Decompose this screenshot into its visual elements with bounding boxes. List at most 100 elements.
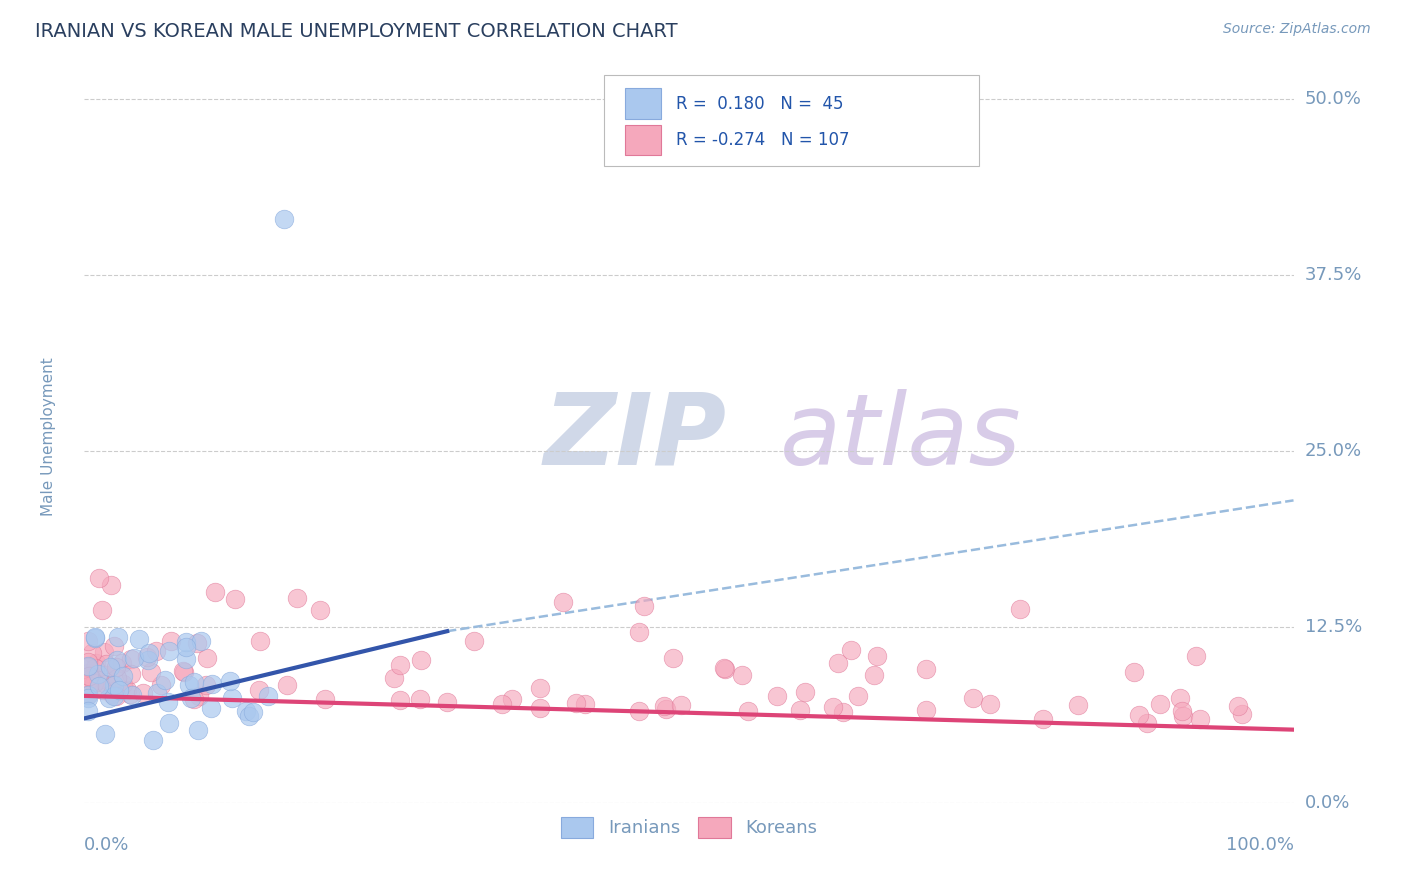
Point bbox=[105, 671, 128, 685]
Text: 25.0%: 25.0% bbox=[1305, 442, 1362, 460]
Point bbox=[103, 690, 125, 704]
Point bbox=[187, 689, 209, 703]
Point bbox=[1168, 690, 1191, 705]
Point bbox=[285, 591, 308, 606]
Point bbox=[529, 681, 551, 696]
Point bbox=[156, 695, 179, 709]
Point bbox=[91, 683, 114, 698]
Point bbox=[138, 652, 160, 666]
Point bbox=[77, 634, 100, 648]
FancyBboxPatch shape bbox=[605, 75, 979, 167]
Point bbox=[382, 671, 405, 685]
Point bbox=[79, 680, 101, 694]
Point bbox=[463, 633, 485, 648]
Point bbox=[132, 686, 155, 700]
Point bbox=[142, 733, 165, 747]
Point bbox=[87, 571, 110, 585]
Point bbox=[77, 705, 100, 719]
Point bbox=[863, 668, 886, 682]
Point bbox=[86, 667, 108, 681]
Point bbox=[96, 657, 118, 671]
Point bbox=[713, 661, 735, 675]
Point bbox=[737, 704, 759, 718]
Point bbox=[962, 690, 984, 705]
Point bbox=[565, 696, 588, 710]
Point bbox=[104, 689, 127, 703]
Point bbox=[1032, 712, 1054, 726]
Text: atlas: atlas bbox=[780, 389, 1021, 485]
Point bbox=[103, 640, 125, 654]
Point bbox=[77, 660, 100, 674]
Point bbox=[83, 631, 105, 645]
Point bbox=[104, 660, 127, 674]
Text: Male Unemployment: Male Unemployment bbox=[41, 358, 56, 516]
Point bbox=[1010, 601, 1032, 615]
Point bbox=[146, 686, 169, 700]
Point bbox=[128, 632, 150, 647]
Point bbox=[87, 679, 110, 693]
Point bbox=[314, 692, 336, 706]
Point bbox=[186, 636, 208, 650]
Point bbox=[204, 585, 226, 599]
Point bbox=[529, 701, 551, 715]
Point bbox=[1184, 648, 1206, 663]
Point bbox=[276, 678, 298, 692]
Point bbox=[1226, 699, 1249, 714]
Point bbox=[914, 662, 936, 676]
Point bbox=[794, 684, 817, 698]
Point bbox=[157, 644, 180, 658]
Point bbox=[80, 671, 103, 685]
Point bbox=[174, 634, 197, 648]
Point bbox=[1171, 709, 1194, 723]
Point bbox=[90, 603, 112, 617]
Point bbox=[662, 651, 685, 665]
Point bbox=[200, 701, 222, 715]
Point bbox=[79, 669, 101, 683]
Point bbox=[83, 676, 105, 690]
Point bbox=[195, 651, 218, 665]
Point bbox=[491, 697, 513, 711]
Text: 12.5%: 12.5% bbox=[1305, 618, 1362, 636]
Point bbox=[84, 630, 107, 644]
Point bbox=[224, 591, 246, 606]
Text: 100.0%: 100.0% bbox=[1226, 836, 1294, 854]
Point bbox=[839, 643, 862, 657]
Point bbox=[77, 665, 100, 680]
Text: Source: ZipAtlas.com: Source: ZipAtlas.com bbox=[1223, 22, 1371, 37]
Point bbox=[501, 691, 523, 706]
Point bbox=[247, 683, 270, 698]
Point bbox=[107, 683, 129, 698]
Point bbox=[183, 674, 205, 689]
Point bbox=[149, 678, 172, 692]
Point bbox=[866, 648, 889, 663]
Point bbox=[100, 687, 122, 701]
Point bbox=[77, 659, 100, 673]
Point bbox=[221, 691, 243, 706]
Point bbox=[183, 692, 205, 706]
Point bbox=[669, 698, 692, 712]
Point bbox=[831, 705, 853, 719]
Point bbox=[235, 704, 257, 718]
Legend: Iranians, Koreans: Iranians, Koreans bbox=[554, 810, 824, 845]
Text: 50.0%: 50.0% bbox=[1305, 90, 1361, 109]
Text: R = -0.274   N = 107: R = -0.274 N = 107 bbox=[676, 131, 849, 149]
Point bbox=[1128, 707, 1150, 722]
Point bbox=[821, 700, 844, 714]
Text: R =  0.180   N =  45: R = 0.180 N = 45 bbox=[676, 95, 844, 112]
Point bbox=[138, 646, 160, 660]
Point bbox=[84, 661, 107, 675]
Point bbox=[174, 651, 197, 665]
Point bbox=[1123, 665, 1146, 679]
Point bbox=[652, 698, 675, 713]
Point bbox=[120, 666, 142, 681]
Point bbox=[98, 660, 121, 674]
Point bbox=[159, 633, 181, 648]
Point bbox=[77, 691, 100, 706]
Point bbox=[77, 687, 100, 701]
Point bbox=[827, 657, 849, 671]
Point bbox=[553, 595, 575, 609]
Point bbox=[388, 657, 411, 672]
Point bbox=[731, 668, 754, 682]
Point bbox=[93, 727, 115, 741]
Text: 0.0%: 0.0% bbox=[1305, 794, 1350, 812]
